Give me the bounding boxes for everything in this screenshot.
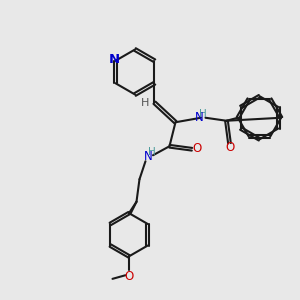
Text: O: O [193,142,202,155]
Text: O: O [124,270,134,283]
Text: N: N [195,111,204,124]
Text: O: O [226,141,235,154]
Text: H: H [148,147,155,157]
Text: H: H [199,109,206,119]
Text: N: N [144,150,153,163]
Text: H: H [141,98,150,108]
Text: N: N [109,53,120,66]
